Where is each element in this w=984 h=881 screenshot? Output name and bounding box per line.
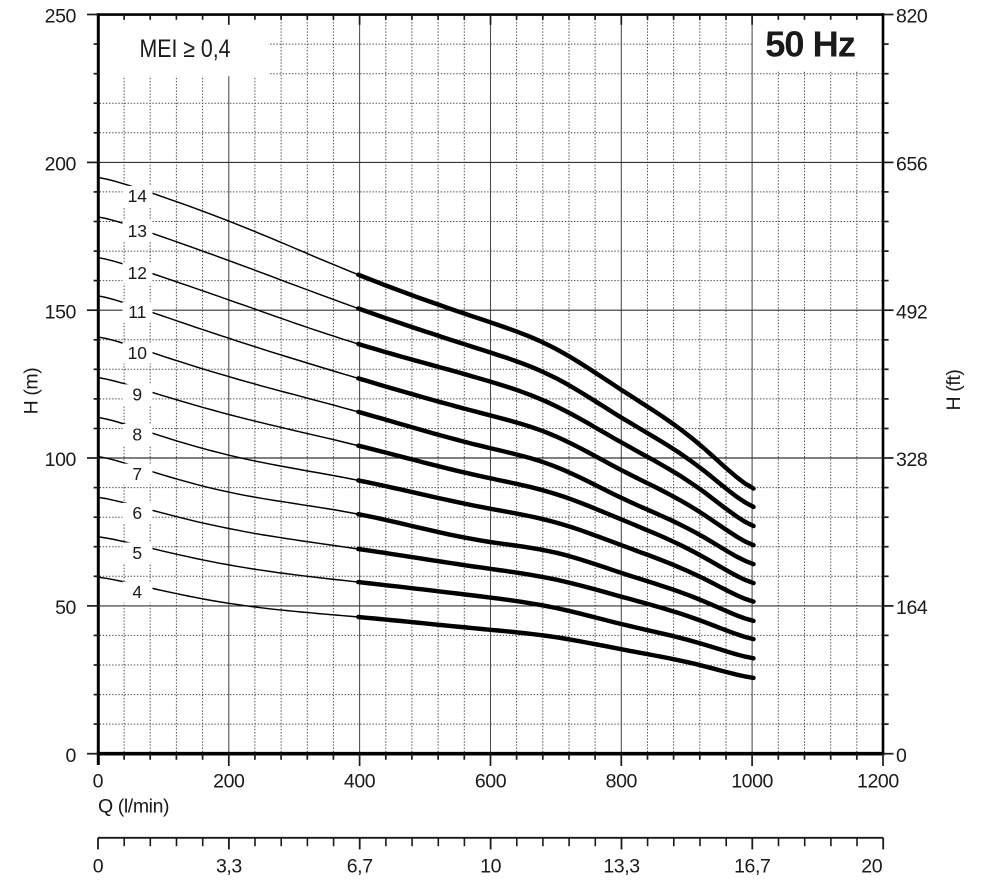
svg-text:9: 9 bbox=[132, 385, 142, 405]
svg-text:1200: 1200 bbox=[857, 771, 899, 793]
svg-text:150: 150 bbox=[45, 301, 77, 323]
svg-text:13: 13 bbox=[128, 221, 147, 241]
svg-text:0: 0 bbox=[93, 856, 104, 878]
svg-text:7: 7 bbox=[132, 464, 142, 484]
svg-text:6,7: 6,7 bbox=[347, 856, 373, 878]
svg-text:10: 10 bbox=[480, 856, 501, 878]
svg-text:0: 0 bbox=[66, 745, 77, 767]
svg-text:10: 10 bbox=[128, 343, 148, 363]
svg-text:6: 6 bbox=[132, 503, 142, 523]
svg-text:12: 12 bbox=[128, 263, 147, 283]
svg-text:492: 492 bbox=[896, 301, 927, 323]
svg-text:Q (l/min): Q (l/min) bbox=[98, 796, 169, 818]
svg-text:400: 400 bbox=[344, 771, 376, 793]
svg-text:100: 100 bbox=[45, 449, 77, 471]
svg-text:50 Hz: 50 Hz bbox=[765, 23, 855, 64]
svg-text:4: 4 bbox=[132, 582, 142, 602]
svg-text:820: 820 bbox=[896, 6, 928, 28]
svg-text:14: 14 bbox=[128, 186, 148, 206]
svg-text:200: 200 bbox=[213, 771, 245, 793]
svg-text:0: 0 bbox=[896, 745, 907, 767]
svg-text:H (m): H (m) bbox=[21, 368, 43, 415]
svg-text:MEI ≥ 0,4: MEI ≥ 0,4 bbox=[140, 35, 231, 63]
svg-text:H (ft): H (ft) bbox=[943, 370, 965, 411]
svg-text:5: 5 bbox=[132, 543, 142, 563]
svg-text:800: 800 bbox=[606, 771, 638, 793]
svg-text:20: 20 bbox=[861, 856, 882, 878]
svg-text:13,3: 13,3 bbox=[603, 856, 639, 878]
svg-text:50: 50 bbox=[55, 597, 76, 619]
svg-text:3,3: 3,3 bbox=[216, 856, 242, 878]
svg-text:11: 11 bbox=[128, 302, 146, 322]
svg-text:16,7: 16,7 bbox=[734, 856, 770, 878]
svg-text:656: 656 bbox=[896, 154, 927, 176]
svg-text:328: 328 bbox=[896, 449, 927, 471]
svg-text:8: 8 bbox=[132, 424, 142, 444]
svg-text:0: 0 bbox=[93, 771, 104, 793]
svg-text:1000: 1000 bbox=[731, 771, 773, 793]
svg-text:200: 200 bbox=[45, 154, 77, 176]
svg-text:250: 250 bbox=[45, 6, 77, 28]
svg-text:164: 164 bbox=[896, 597, 928, 619]
svg-text:600: 600 bbox=[475, 771, 507, 793]
